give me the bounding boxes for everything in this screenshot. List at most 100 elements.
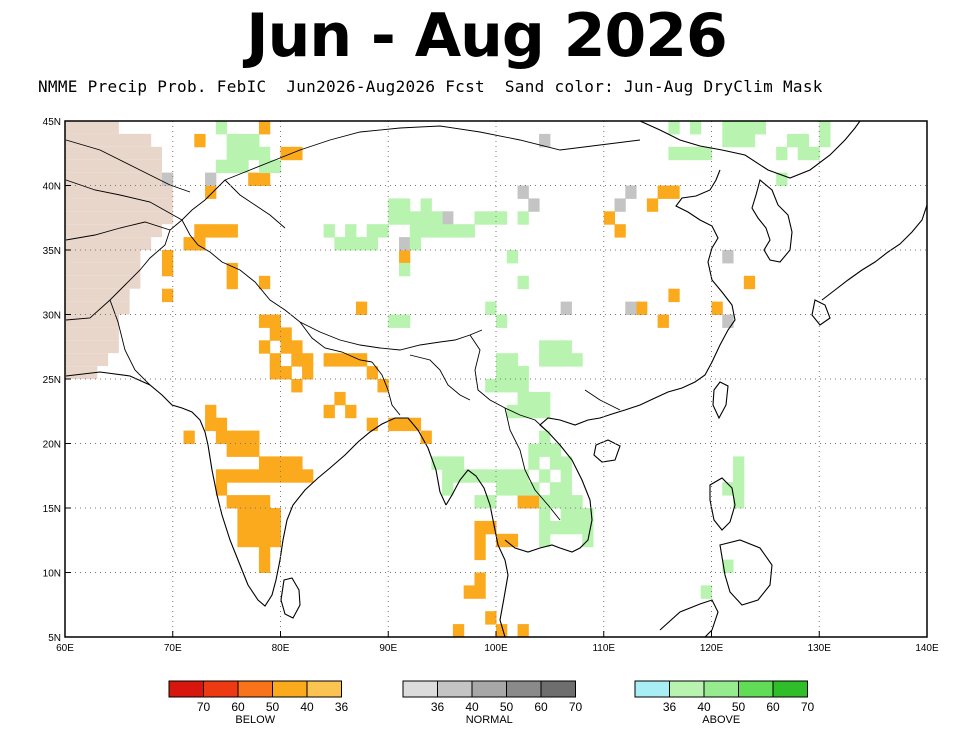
- above-cell: [539, 469, 551, 483]
- below-cell: [248, 520, 260, 535]
- hainan: [593, 439, 621, 463]
- below-cell: [269, 533, 281, 548]
- below-cell: [215, 224, 228, 238]
- lon-tick-label: 80E: [272, 643, 290, 654]
- above-cell: [668, 121, 680, 135]
- japan: [821, 204, 927, 301]
- above-cell: [258, 146, 271, 161]
- below-cell: [280, 146, 292, 161]
- above-cell: [689, 146, 702, 161]
- above-cell: [248, 146, 260, 161]
- legend-swatch: [738, 680, 774, 698]
- above-cell: [431, 211, 443, 225]
- above-cell: [226, 159, 238, 174]
- above-cell: [517, 391, 529, 406]
- lat-tick-label: 40N: [43, 182, 61, 193]
- below-cell: [291, 456, 303, 470]
- above-cell: [409, 237, 422, 251]
- above-cell: [506, 482, 519, 496]
- above-cell: [549, 482, 562, 496]
- below-cell: [215, 417, 228, 432]
- legend-swatch: [506, 680, 542, 698]
- normal-cell: [161, 172, 174, 186]
- below-cell: [334, 353, 346, 367]
- below-cell: [409, 417, 422, 432]
- below-cell: [657, 314, 669, 328]
- below-cell: [258, 121, 271, 135]
- legend-swatch: [237, 680, 273, 698]
- below-cell: [237, 469, 249, 483]
- below-cell: [506, 533, 519, 548]
- below-cell: [485, 520, 497, 535]
- dry-mask-cell: [65, 250, 141, 263]
- dry-mask-cell: [65, 340, 119, 354]
- legend-label: 70: [569, 700, 583, 714]
- legend-label: 36: [431, 700, 445, 714]
- below-cell: [603, 211, 616, 225]
- above-cell: [506, 353, 519, 367]
- above-cell: [819, 133, 831, 148]
- below-cell: [474, 572, 486, 586]
- korea: [751, 179, 793, 263]
- above-cell: [258, 159, 271, 174]
- below-cell: [248, 443, 260, 457]
- below-cell: [711, 301, 723, 315]
- above-cell: [797, 146, 809, 161]
- below-cell: [636, 301, 648, 315]
- below-cell: [269, 456, 281, 470]
- above-cell: [442, 456, 454, 470]
- lat-tick-label: 45N: [43, 117, 61, 128]
- above-cell: [528, 456, 540, 470]
- japan-kyushu: [811, 299, 831, 326]
- legend-swatch: [306, 680, 342, 698]
- normal-cell: [399, 237, 411, 251]
- philippines-south: [719, 539, 773, 606]
- normal-cell: [625, 185, 637, 199]
- above-cell: [420, 211, 432, 225]
- above-cell: [399, 262, 411, 277]
- normal-cell: [722, 314, 734, 328]
- above-cell: [571, 495, 583, 509]
- below-cell: [248, 508, 260, 522]
- dry-mask-cell: [65, 185, 173, 199]
- above-cell: [560, 469, 572, 483]
- above-cell: [743, 133, 756, 148]
- above-cell: [776, 172, 788, 186]
- below-cell: [474, 585, 486, 599]
- dry-mask-cell: [65, 133, 152, 147]
- below-cell: [302, 469, 314, 483]
- above-cell: [496, 314, 508, 328]
- above-cell: [539, 353, 551, 367]
- below-cell: [237, 495, 249, 509]
- below-cell: [399, 250, 411, 264]
- legend-swatch: [772, 680, 808, 698]
- below-cell: [258, 275, 271, 290]
- above-cell: [226, 146, 238, 161]
- dry-mask-cell: [65, 301, 130, 315]
- legend-label: 40: [300, 700, 314, 714]
- below-cell: [205, 224, 217, 238]
- above-cell: [452, 224, 465, 238]
- above-cell: [733, 482, 745, 496]
- dry-mask-cell: [65, 198, 173, 212]
- legend-label: 60: [534, 700, 548, 714]
- below-cell: [517, 495, 529, 509]
- above-cell: [366, 237, 378, 251]
- above-cell: [549, 340, 562, 354]
- above-cell: [549, 495, 562, 509]
- legend-swatch: [203, 680, 239, 698]
- above-cell: [399, 198, 411, 212]
- above-cell: [388, 211, 400, 225]
- gridlines: [65, 121, 927, 637]
- below-cell: [474, 520, 486, 535]
- normal-cell: [442, 211, 454, 225]
- below-cell: [258, 508, 271, 522]
- dry-mask-cell: [65, 159, 162, 173]
- below-cell: [161, 288, 174, 303]
- below-cell: [258, 495, 271, 509]
- above-cell: [409, 224, 422, 238]
- legend-swatch: [272, 680, 308, 698]
- above-cell: [485, 379, 497, 393]
- legend-swatch: [669, 680, 705, 698]
- above-cell: [560, 508, 572, 522]
